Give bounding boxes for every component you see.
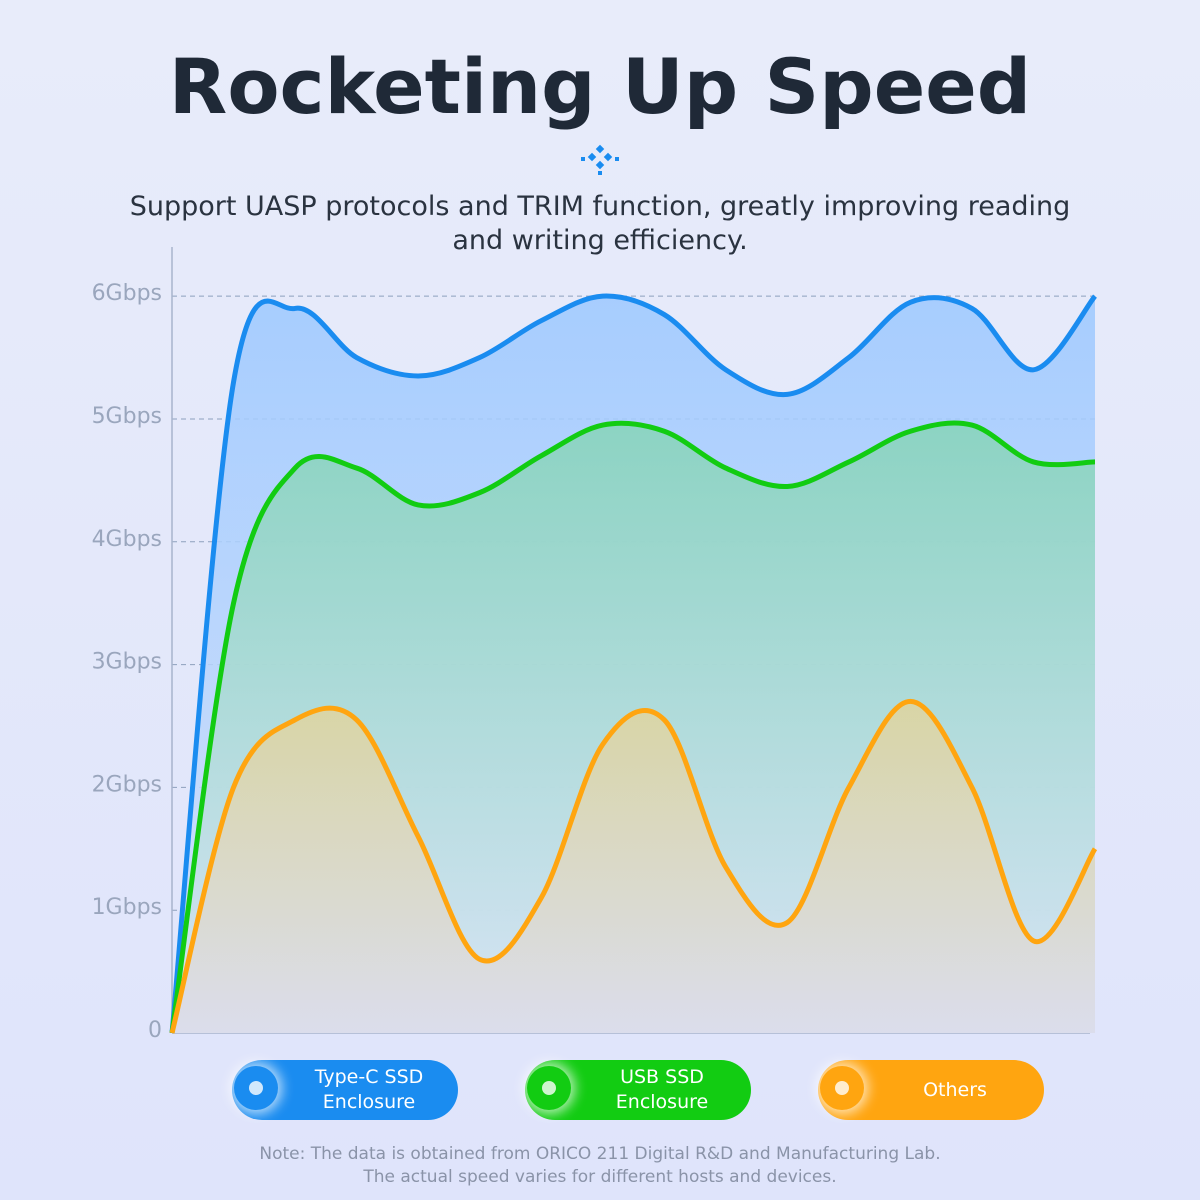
legend-label: Others [923,1078,987,1101]
note: Note: The data is obtained from ORICO 21… [259,1144,940,1164]
line [169,293,1097,1034]
chart-title: Rocketing Up Speed [169,42,1031,131]
line [169,420,1096,1034]
icon [581,144,619,175]
legend-item: Others [818,1060,1044,1120]
y-tick-label: 1Gbps [92,895,162,920]
area [172,701,1095,1033]
legend-label: USB SSD Enclosure [615,1066,709,1113]
legend-label: Type-C SSD Enclosure [314,1066,424,1113]
legend-item: USB SSD Enclosure [525,1060,751,1120]
note: The actual speed varies for different ho… [362,1167,836,1187]
legend-swatch [820,1066,864,1110]
legend-item: Type-C SSD Enclosure [232,1060,458,1120]
line [169,698,1098,1034]
y-tick-label: 3Gbps [92,650,162,675]
y-tick-label: 0 [148,1018,162,1043]
subtitle-box: Support UASP protocols and TRIM function… [129,191,1071,256]
legend-swatch [234,1066,278,1110]
y-tick-label: 5Gbps [92,404,162,429]
y-tick-label: 6Gbps [92,281,162,306]
y-tick-label: 4Gbps [92,527,162,552]
chart-subtitle: Support UASP protocols and TRIM function… [129,191,1071,256]
legend-swatch [527,1066,571,1110]
y-tick-label: 2Gbps [92,772,162,797]
